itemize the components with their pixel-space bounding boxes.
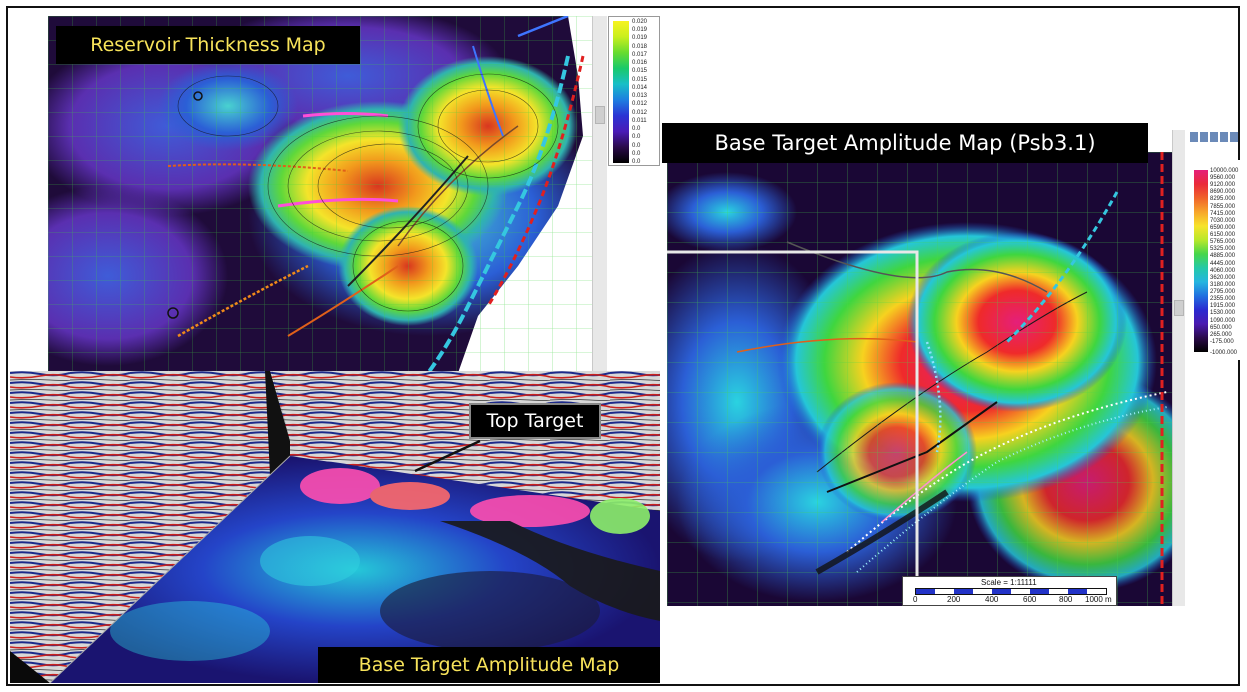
toolbar-icon-2[interactable]: [1200, 132, 1208, 142]
amplitude-legend-tick: 3620.000: [1210, 274, 1236, 281]
amplitude-legend-colorbar: [1194, 170, 1208, 352]
thickness-map-title: Reservoir Thickness Map: [56, 26, 360, 64]
thickness-legend-bottom: 0.0: [632, 159, 641, 165]
amplitude-map-image: [667, 152, 1172, 606]
thickness-scrollbar[interactable]: [592, 16, 607, 373]
amplitude-legend-bottom: -1000.000: [1210, 350, 1238, 356]
thickness-map-panel: Reservoir Thickness Map: [48, 16, 606, 373]
thickness-legend-tick: 0.019: [632, 35, 648, 42]
toolbar-icon-5[interactable]: [1230, 132, 1238, 142]
amplitude-map-title: Base Target Amplitude Map (Psb3.1): [662, 123, 1148, 163]
thickness-legend-tick: 0.013: [632, 93, 648, 100]
amplitude-legend-tick: 650.000: [1210, 324, 1232, 331]
thickness-map-image: [48, 16, 606, 373]
amplitude-legend-tick: 9120.000: [1210, 182, 1236, 189]
top-target-callout: Top Target: [469, 403, 601, 439]
thickness-legend-tick: 0.016: [632, 60, 648, 67]
thickness-legend-tick: 0.0: [632, 126, 641, 133]
amplitude-legend-tick: 2355.000: [1210, 296, 1236, 303]
thickness-legend-tick: 0.011: [632, 117, 647, 124]
scale-ratio-label: Scale = 1:11111: [981, 578, 1037, 587]
amplitude-legend: 10000.000 9560.000 9120.000 8690.000 8295.00…: [1186, 160, 1242, 360]
amplitude-scrollbar[interactable]: [1172, 130, 1185, 606]
amplitude-legend-tick: 1915.000: [1210, 303, 1236, 310]
amplitude-scroll-thumb[interactable]: [1174, 300, 1184, 316]
amplitude-legend-tick: 7415.000: [1210, 210, 1236, 217]
amplitude-legend-tick: 6590.000: [1210, 224, 1236, 231]
seismic-3d-image: [10, 371, 660, 683]
scale-tick-1: 200: [947, 595, 961, 604]
thickness-legend-tick: 0.0: [632, 150, 641, 157]
thickness-legend: 0.020 0.019 0.019 0.018 0.017 0.016 0.015 0.015…: [608, 16, 660, 166]
toolbar-icon-3[interactable]: [1210, 132, 1218, 142]
seismic-3d-title: Base Target Amplitude Map: [318, 647, 660, 683]
thickness-scroll-thumb[interactable]: [595, 106, 605, 124]
thickness-legend-tick: 0.020: [632, 19, 648, 25]
amplitude-legend-tick: 265.000: [1210, 331, 1232, 338]
thickness-legend-tick: 0.012: [632, 101, 648, 108]
thickness-legend-tick: 0.019: [632, 27, 648, 34]
thickness-legend-tick: 0.017: [632, 51, 648, 58]
amplitude-legend-tick: 4060.000: [1210, 267, 1236, 274]
amplitude-scale-bar: Scale = 1:11111 0 200 400 600 800 1000 m: [902, 576, 1117, 606]
amplitude-legend-tick: 6150.000: [1210, 232, 1236, 239]
thickness-legend-colorbar: [613, 21, 629, 163]
amplitude-legend-tick: 10000.000: [1210, 168, 1239, 174]
amplitude-legend-tick: 1090.000: [1210, 317, 1236, 324]
amplitude-legend-tick: 9560.000: [1210, 175, 1236, 182]
thickness-legend-tick: 0.012: [632, 109, 648, 116]
seismic-3d-panel: Top Target Base Target Amplitude Map: [10, 371, 660, 683]
amplitude-legend-tick: -175.000: [1210, 338, 1234, 345]
amplitude-legend-tick: 8295.000: [1210, 196, 1236, 203]
amplitude-map-panel: Scale = 1:11111 0 200 400 600 800 1000 m: [667, 152, 1172, 606]
thickness-legend-tick: 0.0: [632, 134, 641, 141]
thickness-legend-tick: 0.018: [632, 43, 648, 50]
amplitude-legend-tick: 2795.000: [1210, 289, 1236, 296]
scale-bar-graphic: [915, 588, 1107, 595]
amplitude-legend-tick: 7030.000: [1210, 217, 1236, 224]
toolbar-icon-1[interactable]: [1190, 132, 1198, 142]
amplitude-legend-tick: 8690.000: [1210, 189, 1236, 196]
thickness-legend-tick: 0.0: [632, 142, 641, 149]
scale-tick-2: 400: [985, 595, 999, 604]
amplitude-toolbar: [1190, 132, 1238, 142]
amplitude-legend-tick: 5325.000: [1210, 246, 1236, 253]
thickness-legend-tick: 0.014: [632, 84, 648, 91]
scale-tick-5: 1000 m: [1085, 595, 1112, 604]
thickness-legend-tick: 0.015: [632, 76, 648, 83]
amplitude-legend-tick: 4885.000: [1210, 253, 1236, 260]
amplitude-legend-tick: 5765.000: [1210, 239, 1236, 246]
thickness-legend-tick: 0.015: [632, 68, 648, 75]
amplitude-legend-tick: 1530.000: [1210, 310, 1236, 317]
scale-tick-3: 600: [1023, 595, 1037, 604]
amplitude-legend-tick: 3180.000: [1210, 281, 1236, 288]
toolbar-icon-4[interactable]: [1220, 132, 1228, 142]
amplitude-legend-tick: 7855.000: [1210, 203, 1236, 210]
amplitude-legend-tick: 4445.000: [1210, 260, 1236, 267]
scale-tick-4: 800: [1059, 595, 1073, 604]
scale-tick-0: 0: [913, 595, 918, 604]
